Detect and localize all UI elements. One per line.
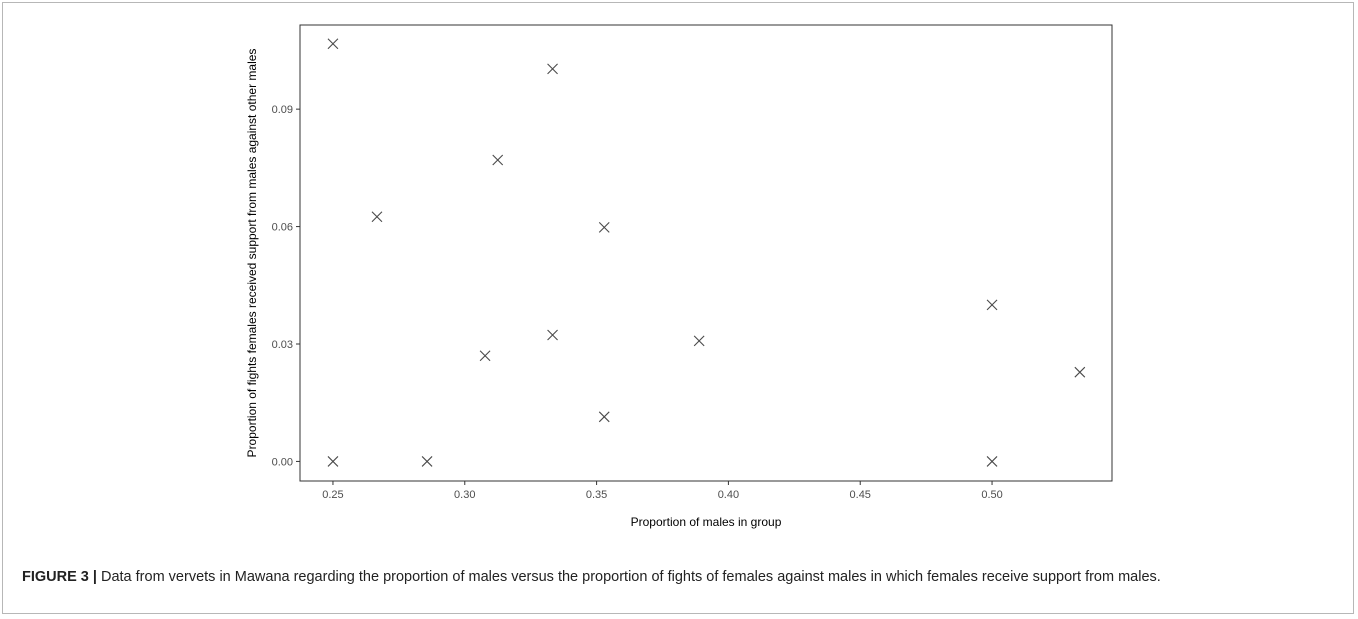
y-tick-label: 0.06 <box>272 222 293 234</box>
data-point-marker <box>547 63 558 75</box>
x-tick-label: 0.30 <box>454 489 475 501</box>
caption-label: FIGURE 3 | <box>22 569 97 585</box>
x-tick-label: 0.25 <box>322 489 343 501</box>
data-point-marker <box>479 350 491 362</box>
data-point-marker <box>986 456 998 467</box>
plot-panel-border <box>299 24 1113 482</box>
caption-text: Data from vervets in Mawana regarding th… <box>96 569 1161 585</box>
data-point-marker <box>693 335 705 347</box>
data-point-marker <box>327 38 339 50</box>
y-axis-title: Proportion of fights females received su… <box>245 49 259 458</box>
data-point-marker <box>492 154 504 166</box>
data-point-marker <box>598 411 610 423</box>
x-tick-label: 0.40 <box>718 489 739 501</box>
x-tick-label: 0.45 <box>850 489 871 501</box>
data-point-marker <box>547 329 558 341</box>
data-point-marker <box>421 456 433 467</box>
y-tick-label: 0.03 <box>272 339 293 351</box>
figure-caption: FIGURE 3 | Data from vervets in Mawana r… <box>22 567 1322 588</box>
data-point-marker <box>986 299 998 311</box>
data-point-marker <box>327 456 339 467</box>
x-axis-title: Proportion of males in group <box>631 515 782 529</box>
data-point-marker <box>371 211 383 223</box>
plot-area: 0.25 0.30 0.35 0.40 0.45 0.50 0.00 0.03 0.06 0.09 <box>272 24 1113 501</box>
data-point-marker <box>598 221 610 233</box>
data-point-marker <box>1074 366 1086 378</box>
x-tick-label: 0.50 <box>981 489 1002 501</box>
x-tick-label: 0.35 <box>586 489 607 501</box>
y-tick-label: 0.00 <box>272 456 293 468</box>
scatter-chart: 0.25 0.30 0.35 0.40 0.45 0.50 0.00 0.03 0.06 0.09… <box>245 24 1113 529</box>
y-tick-label: 0.09 <box>272 104 293 116</box>
